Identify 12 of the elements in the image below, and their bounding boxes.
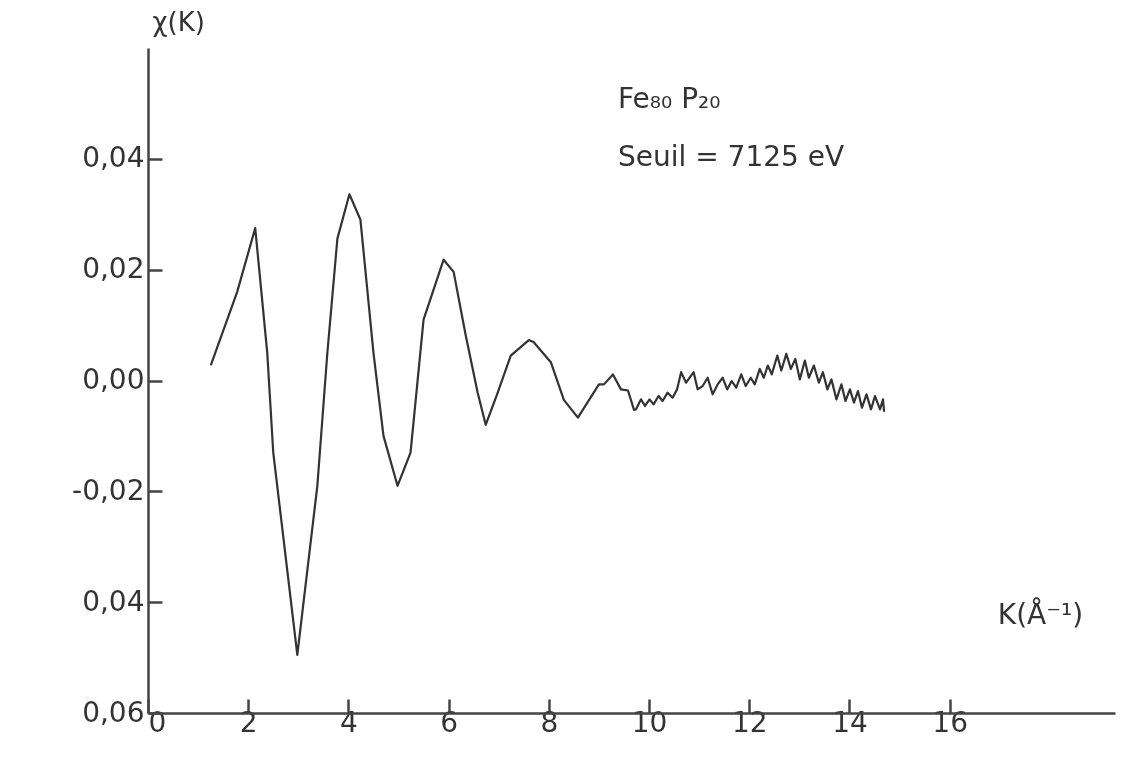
y-tick-label: 0,06 xyxy=(82,695,145,729)
y-tick-label: 0,04 xyxy=(82,584,145,618)
x-axis-title: K(Å⁻¹) xyxy=(997,596,1084,631)
annotation: Fe₈₀ P₂₀ xyxy=(618,82,721,115)
x-tick-label: 4 xyxy=(340,705,358,739)
y-tick-label: 0,00 xyxy=(82,363,145,396)
y-tick-label: -0,02 xyxy=(72,473,145,507)
y-tick-label: 0,04 xyxy=(82,141,145,175)
y-tick-label: 0,02 xyxy=(82,252,145,286)
annotation: Seuil = 7125 eV xyxy=(618,140,845,173)
y-axis-title: χ(K) xyxy=(152,6,205,37)
line-series xyxy=(210,193,886,656)
